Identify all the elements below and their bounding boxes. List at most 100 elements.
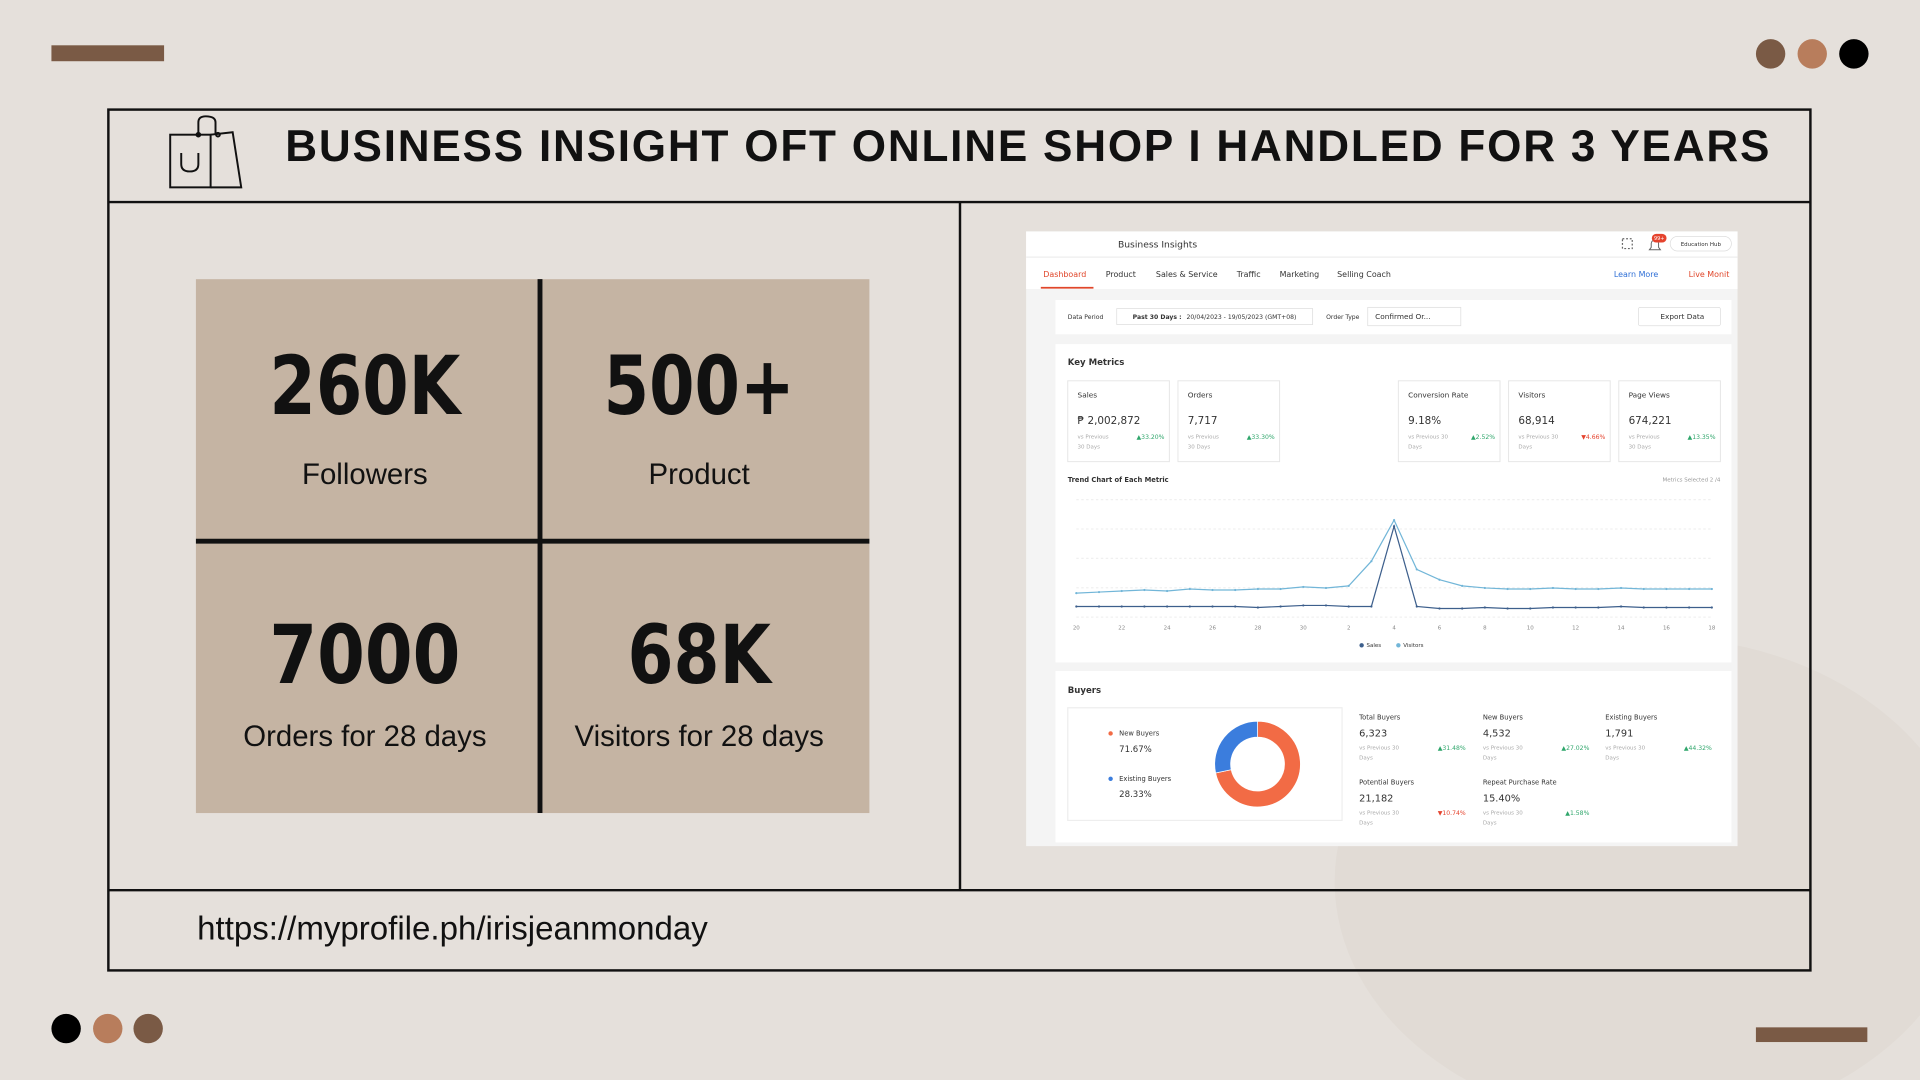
point	[1506, 587, 1509, 591]
point	[1392, 518, 1396, 522]
point	[1120, 589, 1123, 593]
donut-slice	[1215, 720, 1301, 808]
point	[1551, 606, 1555, 609]
metric-card[interactable]	[1397, 380, 1501, 463]
chart-note: Metrics Selected 2 /4	[1663, 478, 1721, 484]
point	[1234, 605, 1237, 608]
point	[1370, 560, 1373, 563]
buyer-stat-compare: Days	[1605, 755, 1619, 761]
x-tick-label: 4	[1392, 626, 1396, 632]
buyer-stat-change: ▲31.48%	[1438, 745, 1466, 752]
point	[1143, 605, 1146, 608]
tab[interactable]: Selling Coach	[1337, 270, 1391, 279]
stat-label: Product	[649, 458, 750, 491]
x-tick-label: 6	[1438, 626, 1442, 632]
point	[1597, 587, 1600, 591]
badge-text: 99+	[1654, 236, 1664, 242]
point	[1279, 587, 1282, 591]
buyer-stat-compare: Days	[1483, 755, 1497, 761]
metric-compare: vs Previous 30	[1518, 435, 1558, 441]
stat-value: 500+	[604, 340, 795, 434]
point	[1256, 587, 1260, 591]
metric-card[interactable]	[1618, 380, 1721, 463]
metric-card[interactable]	[1177, 380, 1281, 463]
date-box	[1116, 308, 1314, 325]
stats-bg	[195, 279, 870, 814]
buyer-stat-value: 1,791	[1605, 728, 1633, 739]
deco-bar	[51, 45, 165, 62]
buyer-stat-compare: vs Previous 30	[1359, 811, 1399, 817]
legend-dot	[1108, 776, 1113, 781]
donut-slice	[1214, 720, 1258, 774]
deco-dot	[1839, 39, 1869, 69]
stat-value: 7000	[269, 609, 460, 703]
deco-dot	[133, 1013, 163, 1044]
top-bar	[1026, 231, 1738, 289]
metric-name: Page Views	[1629, 391, 1670, 400]
tab[interactable]: Marketing	[1280, 270, 1320, 279]
buyer-stat-value: 4,532	[1483, 728, 1511, 739]
dash-header: Business Insights	[1118, 239, 1197, 250]
filter-label: Data Period	[1068, 314, 1104, 321]
deco-bar	[1755, 1027, 1868, 1043]
buyers-box	[1067, 707, 1343, 822]
link[interactable]: Learn More	[1614, 270, 1659, 279]
buyer-stat-change: ▲27.02%	[1561, 745, 1589, 752]
deco-dot	[1755, 39, 1786, 69]
metric-change: ▲2.52%	[1471, 434, 1495, 441]
x-tick-label: 26	[1209, 626, 1216, 632]
metric-value: 9.18%	[1408, 415, 1441, 427]
pill	[1669, 235, 1732, 252]
tab[interactable]: Dashboard	[1043, 270, 1086, 279]
point	[1370, 605, 1373, 608]
url: https://myprofile.ph/irisjeanmonday	[197, 910, 708, 947]
point	[1324, 604, 1328, 607]
point	[1234, 588, 1237, 592]
metric-compare: vs Previous 30	[1408, 435, 1448, 441]
metric-value: 68,914	[1518, 415, 1555, 427]
export-text: Export Data	[1660, 312, 1704, 321]
legend-value: 28.33%	[1119, 790, 1152, 800]
point	[1529, 587, 1532, 591]
x-tick-label: 30	[1300, 626, 1307, 632]
point	[1324, 586, 1328, 590]
tab[interactable]: Sales & Service	[1156, 270, 1218, 279]
buyer-stat-value: 6,323	[1359, 728, 1387, 739]
section-title: Key Metrics	[1068, 358, 1125, 368]
stat-label: Visitors for 28 days	[575, 720, 824, 753]
metric-value: 674,221	[1629, 415, 1672, 427]
point	[1347, 605, 1350, 608]
metric-card[interactable]	[1067, 380, 1170, 463]
buyer-stat-name: New Buyers	[1483, 714, 1524, 722]
stat-value: 260K	[269, 340, 463, 434]
deco-dot	[93, 1013, 123, 1044]
frame	[107, 108, 1812, 972]
metric-name: Orders	[1188, 391, 1213, 400]
deco-dot	[1797, 39, 1827, 69]
x-tick-label: 10	[1527, 626, 1534, 632]
buyer-stat-change: ▼10.74%	[1438, 810, 1466, 817]
dropdown[interactable]	[1367, 306, 1462, 327]
link[interactable]: Live Monit	[1689, 270, 1730, 279]
metric-change: ▲13.35%	[1688, 434, 1716, 441]
buyer-stat-name: Potential Buyers	[1359, 778, 1414, 786]
point	[1120, 605, 1123, 608]
legend-dot	[1359, 643, 1364, 648]
point	[1688, 606, 1691, 609]
stat-value: 68K	[628, 609, 774, 703]
buyer-stat-name: Total Buyers	[1358, 714, 1401, 722]
point	[1188, 587, 1191, 591]
x-tick-label: 28	[1254, 626, 1261, 632]
legend-dot	[1108, 731, 1113, 736]
metric-name: Visitors	[1518, 391, 1545, 400]
tab[interactable]: Product	[1106, 270, 1136, 279]
export-button[interactable]	[1638, 306, 1721, 327]
point	[1642, 606, 1645, 609]
filter-label: Order Type	[1326, 314, 1360, 321]
tab[interactable]: Traffic	[1236, 270, 1261, 279]
metric-card[interactable]	[1508, 380, 1611, 463]
period: Past 30 Days :	[1133, 314, 1182, 321]
point	[1075, 605, 1078, 608]
